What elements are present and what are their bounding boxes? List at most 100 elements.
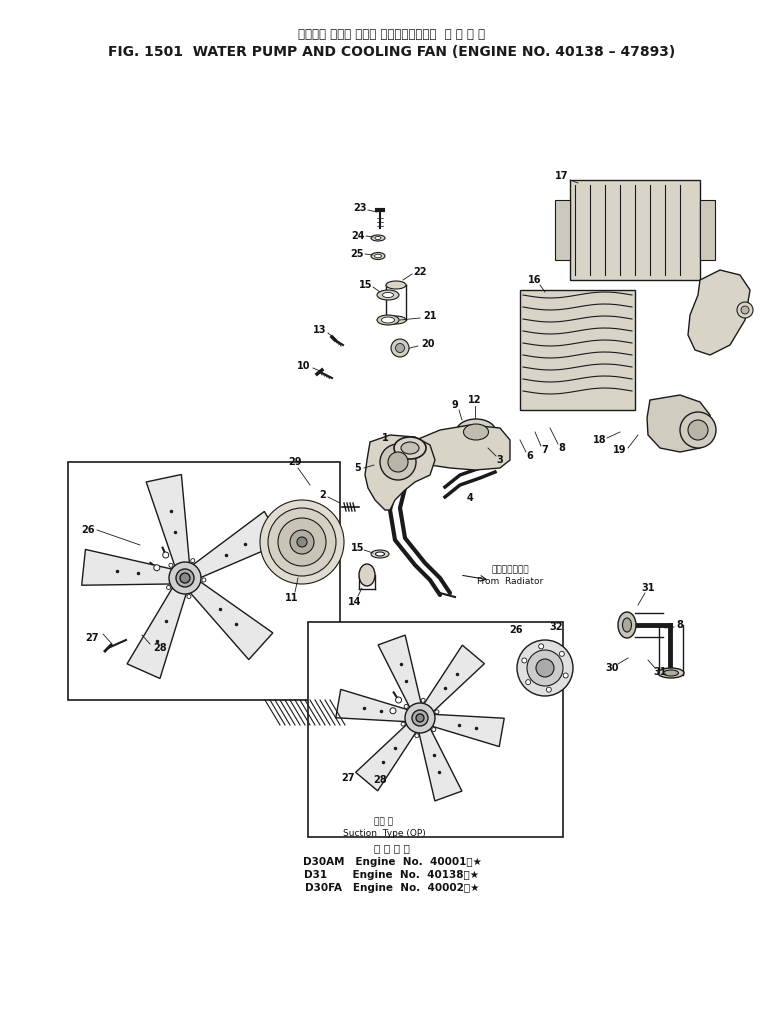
Polygon shape (424, 645, 485, 712)
Ellipse shape (371, 550, 389, 558)
Bar (520, 290, 635, 410)
Circle shape (405, 703, 435, 733)
Circle shape (412, 710, 428, 726)
Text: 24: 24 (351, 231, 365, 241)
Text: 27: 27 (341, 773, 354, 783)
Text: 19: 19 (613, 445, 626, 455)
Circle shape (688, 420, 708, 440)
Text: 5: 5 (354, 463, 361, 473)
Polygon shape (688, 270, 750, 355)
Text: ラジエータから: ラジエータから (492, 566, 529, 575)
Circle shape (680, 412, 716, 448)
Circle shape (187, 594, 191, 598)
Text: 26: 26 (510, 625, 523, 635)
Circle shape (396, 697, 401, 703)
Ellipse shape (371, 235, 385, 241)
Circle shape (405, 705, 408, 709)
Ellipse shape (395, 344, 405, 353)
Polygon shape (647, 395, 710, 452)
Circle shape (180, 573, 190, 583)
Text: FIG. 1501  WATER PUMP AND COOLING FAN (ENGINE NO. 40138 – 47893): FIG. 1501 WATER PUMP AND COOLING FAN (EN… (108, 45, 676, 59)
Circle shape (525, 679, 531, 684)
Ellipse shape (394, 437, 426, 459)
Text: 適 用 号 機: 適 用 号 機 (374, 843, 410, 853)
Bar (68, 462, 340, 700)
Text: 18: 18 (593, 435, 607, 445)
Text: 14: 14 (348, 597, 361, 607)
Circle shape (297, 537, 307, 547)
Text: 6: 6 (527, 451, 533, 461)
Circle shape (539, 644, 543, 649)
Text: D30FA   Engine  No.  40002～★: D30FA Engine No. 40002～★ (305, 883, 479, 893)
Circle shape (380, 444, 416, 480)
Ellipse shape (386, 316, 406, 324)
Ellipse shape (622, 618, 631, 632)
Text: 26: 26 (82, 525, 95, 535)
Ellipse shape (741, 306, 749, 314)
Text: 1: 1 (382, 433, 388, 443)
Polygon shape (127, 588, 186, 678)
Ellipse shape (371, 252, 385, 260)
Circle shape (536, 659, 554, 677)
Ellipse shape (376, 552, 384, 556)
Polygon shape (432, 714, 504, 746)
Ellipse shape (359, 564, 375, 586)
Circle shape (517, 640, 573, 696)
Text: 22: 22 (413, 267, 426, 277)
Text: Suction  Type (OP): Suction Type (OP) (343, 828, 426, 838)
Circle shape (432, 728, 436, 731)
Bar (570, 180, 700, 280)
Polygon shape (378, 635, 421, 708)
Circle shape (166, 585, 171, 589)
Circle shape (268, 508, 336, 576)
Text: 12: 12 (468, 395, 481, 405)
Text: 8: 8 (558, 443, 565, 453)
Ellipse shape (737, 302, 753, 318)
Circle shape (416, 714, 424, 722)
Circle shape (527, 650, 563, 686)
Circle shape (278, 518, 326, 566)
Text: From  Radiator: From Radiator (477, 577, 543, 585)
Text: 16: 16 (528, 275, 542, 285)
Text: 11: 11 (285, 593, 299, 603)
Circle shape (563, 673, 568, 678)
Text: 9: 9 (452, 400, 459, 410)
Polygon shape (336, 690, 408, 722)
Ellipse shape (663, 670, 678, 676)
Circle shape (415, 734, 419, 738)
Circle shape (522, 658, 527, 663)
Circle shape (546, 687, 551, 693)
Text: 20: 20 (421, 339, 435, 349)
Circle shape (154, 565, 160, 571)
Text: 17: 17 (555, 171, 568, 182)
Ellipse shape (383, 292, 394, 297)
Circle shape (169, 564, 173, 567)
Circle shape (559, 651, 564, 656)
Text: 21: 21 (423, 311, 437, 321)
Ellipse shape (456, 419, 496, 445)
Ellipse shape (658, 668, 684, 678)
Text: 15: 15 (359, 280, 372, 290)
Text: 10: 10 (297, 361, 310, 371)
Text: D30AM   Engine  No.  40001～★: D30AM Engine No. 40001～★ (303, 857, 481, 867)
Text: D31       Engine  No.  40138～★: D31 Engine No. 40138～★ (304, 870, 480, 880)
Ellipse shape (377, 290, 399, 300)
Circle shape (169, 562, 201, 594)
Text: 吸入 型: 吸入 型 (375, 817, 394, 826)
Text: 23: 23 (354, 203, 367, 213)
Text: 25: 25 (350, 249, 364, 259)
Bar (700, 200, 715, 260)
Polygon shape (365, 435, 435, 510)
Text: 31: 31 (641, 583, 655, 593)
Ellipse shape (377, 315, 399, 325)
Text: 31: 31 (653, 667, 666, 677)
Text: 28: 28 (153, 643, 167, 653)
Circle shape (163, 552, 169, 558)
Text: 13: 13 (314, 325, 327, 335)
Bar (308, 622, 563, 837)
Ellipse shape (401, 442, 419, 454)
Polygon shape (419, 728, 462, 801)
Circle shape (390, 708, 396, 714)
Ellipse shape (391, 339, 409, 357)
Circle shape (191, 559, 194, 563)
